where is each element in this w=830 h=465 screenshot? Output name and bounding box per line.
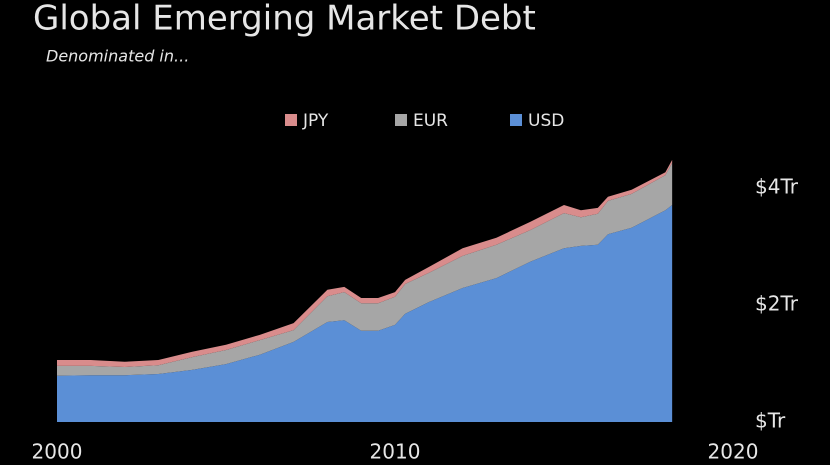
y-tick-label: $Tr: [755, 409, 786, 433]
legend-swatch: [395, 114, 407, 126]
x-tick-label: 2010: [370, 440, 421, 464]
chart-title: Global Emerging Market Debt: [33, 0, 536, 39]
x-tick-label: 2020: [708, 440, 759, 464]
x-tick-label: 2000: [32, 440, 83, 464]
legend-swatch: [285, 114, 297, 126]
y-tick-label: $4Tr: [755, 175, 799, 199]
chart-subtitle: Denominated in...: [46, 47, 189, 66]
legend-label: EUR: [413, 111, 448, 131]
y-tick-label: $2Tr: [755, 292, 799, 316]
legend-swatch: [510, 114, 522, 126]
legend-label: JPY: [302, 111, 329, 131]
area: [57, 204, 673, 422]
legend-label: USD: [528, 111, 564, 131]
